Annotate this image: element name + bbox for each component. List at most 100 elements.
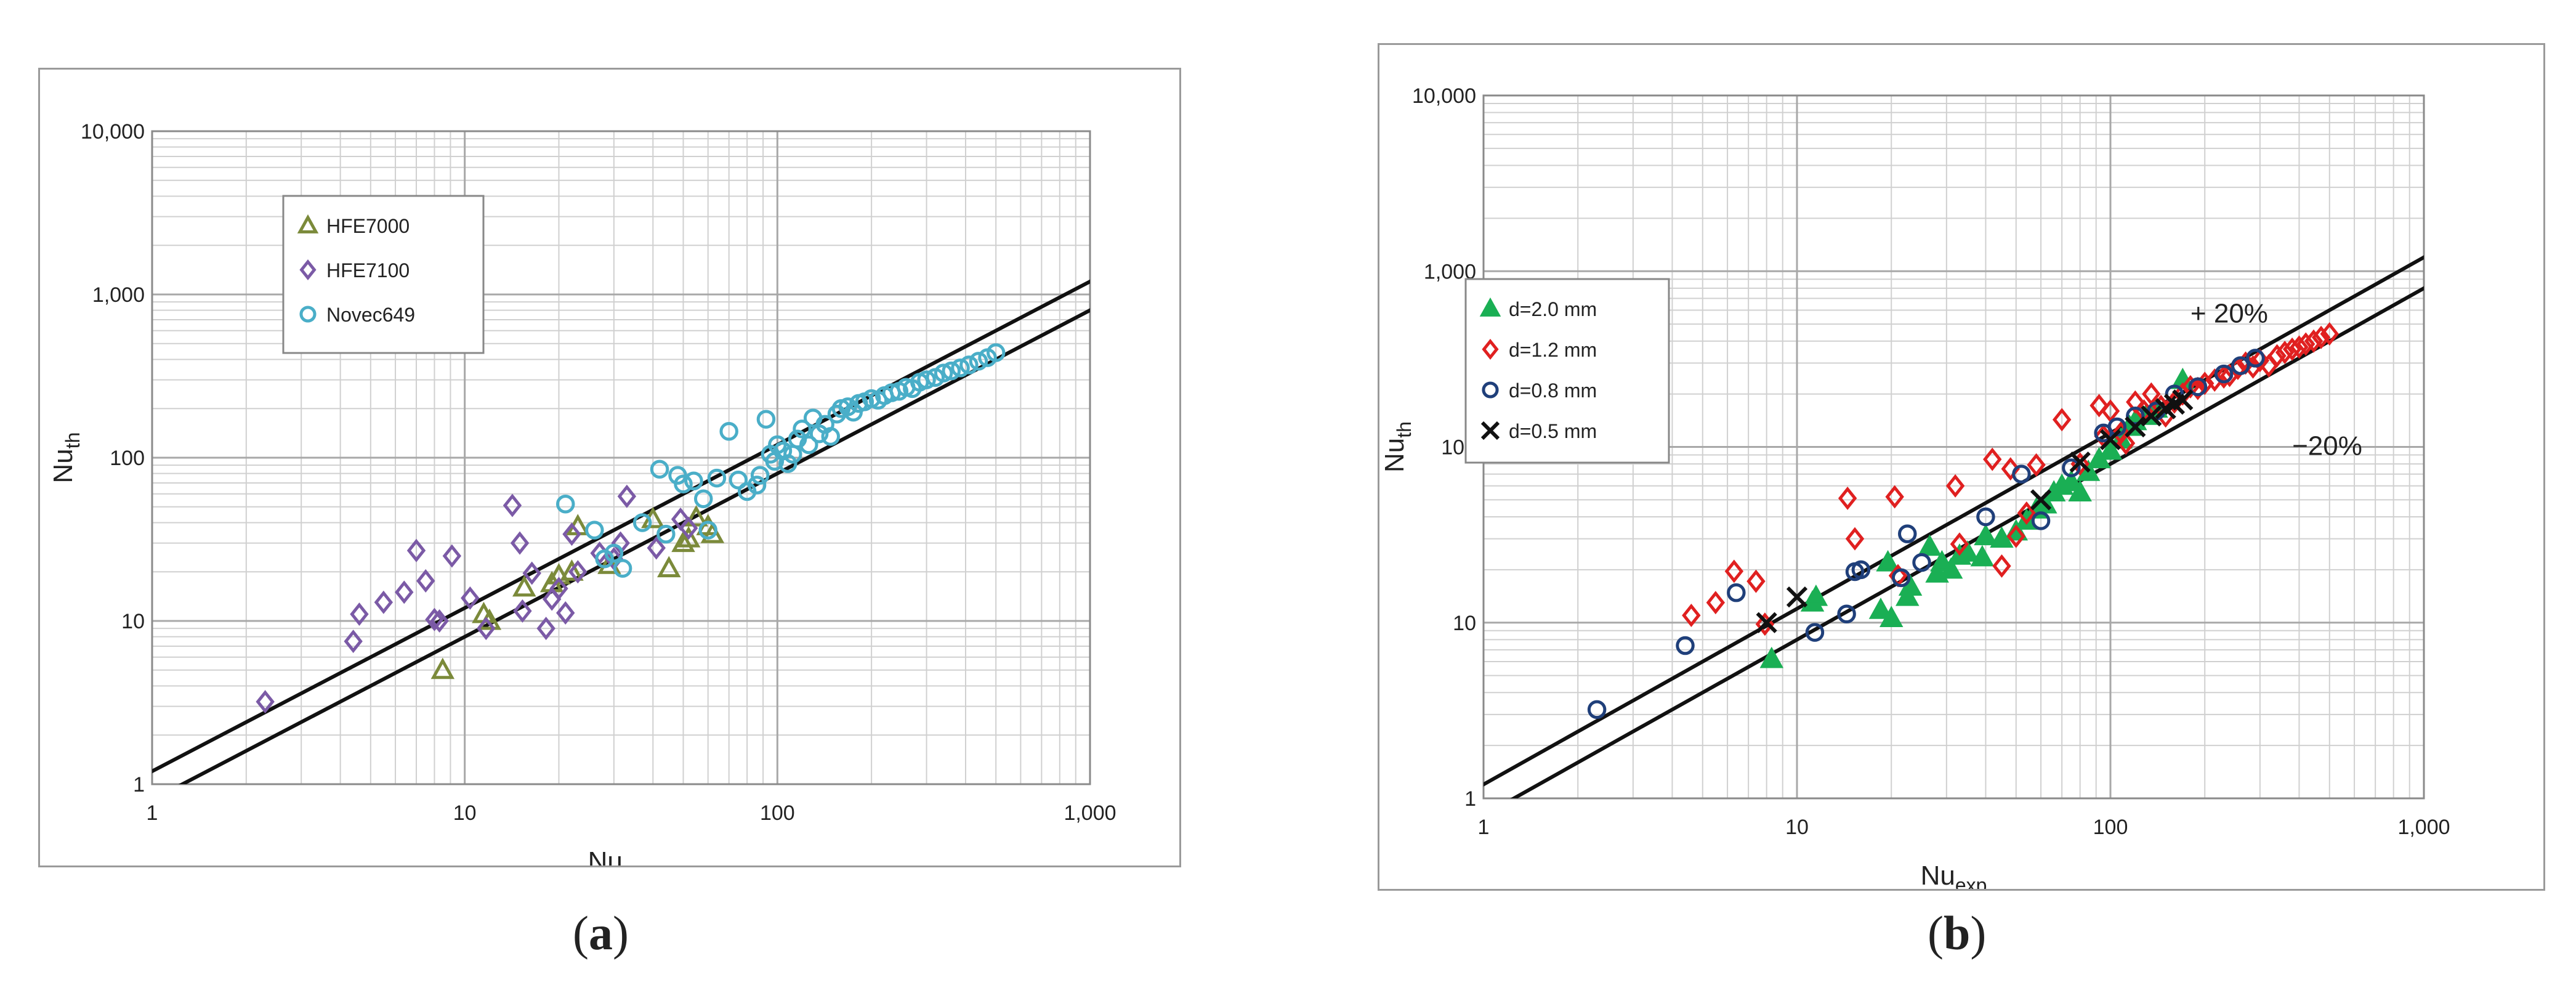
data-point xyxy=(2290,335,2309,359)
data-point xyxy=(585,521,604,540)
data-point xyxy=(2205,368,2224,392)
x-axis-label-sub: exp xyxy=(1955,874,1987,889)
plot-area xyxy=(152,279,1090,784)
data-point xyxy=(1898,524,1917,543)
data-point xyxy=(809,424,829,444)
data-point xyxy=(430,609,449,633)
reference-line xyxy=(1484,255,2424,787)
data-point xyxy=(2214,364,2234,384)
y-tick-label: 10,000 xyxy=(81,120,145,144)
data-point xyxy=(1876,549,1900,572)
data-point xyxy=(2311,325,2331,349)
reference-line xyxy=(152,279,1090,774)
data-point xyxy=(684,505,708,527)
data-point xyxy=(406,538,426,562)
data-point xyxy=(477,617,496,641)
x-tick-label: 100 xyxy=(2093,816,2128,839)
data-point xyxy=(719,421,738,441)
data-point xyxy=(461,586,480,610)
data-point xyxy=(951,358,970,378)
y-axis-label-sub: th xyxy=(1393,421,1415,438)
data-point xyxy=(778,454,797,473)
x-tick-label: 1 xyxy=(147,801,158,825)
y-tick-label: 10 xyxy=(121,610,145,633)
data-point xyxy=(1587,700,1607,719)
data-point xyxy=(1759,646,1784,668)
legend-marker xyxy=(1480,421,1500,440)
data-point xyxy=(2320,322,2339,346)
data-point xyxy=(2267,344,2287,368)
data-point xyxy=(1896,584,1920,606)
legend-label: HFE7100 xyxy=(326,259,410,282)
data-point xyxy=(657,556,681,578)
data-point xyxy=(2275,341,2295,365)
data-point xyxy=(442,544,462,568)
y-tick-label: 1 xyxy=(1464,787,1476,811)
data-point xyxy=(1838,486,1857,510)
data-point xyxy=(1805,623,1825,642)
line-annotation: + 20% xyxy=(2190,299,2268,329)
data-point xyxy=(1746,569,1766,593)
data-point xyxy=(647,536,666,560)
y-tick-label: 100 xyxy=(110,447,145,470)
data-point xyxy=(793,420,812,439)
legend-label: HFE7000 xyxy=(326,215,410,237)
data-point xyxy=(2231,356,2250,375)
data-point xyxy=(1983,447,2002,471)
data-point xyxy=(395,580,414,604)
chart-b-panel: 1 10 100 1,000 1 10 100 1,000 10,000 Nuexp Nuth + 2… xyxy=(1378,43,2545,896)
data-point xyxy=(1845,527,1865,551)
line-annotation: −20% xyxy=(2292,431,2362,461)
data-point xyxy=(1804,584,1828,606)
series-hfe7100 xyxy=(256,484,698,714)
legend-marker xyxy=(1482,381,1499,399)
data-point xyxy=(679,516,698,540)
legend: HFE7000 HFE7100 Novec649 xyxy=(282,195,485,354)
data-point xyxy=(2282,337,2302,361)
x-tick-label: 10 xyxy=(1785,816,1809,839)
data-point xyxy=(2125,416,2146,438)
data-point xyxy=(549,577,568,601)
data-point xyxy=(799,435,818,455)
data-point xyxy=(1918,534,1942,556)
data-point xyxy=(2126,407,2145,426)
legend: d=2.0 mm d=1.2 mm d=0.8 mm d=0.5 mm xyxy=(1464,278,1670,464)
y-tick-label: 10 xyxy=(1453,612,1476,635)
y-axis-label-sub: th xyxy=(62,432,84,449)
y-tick-label: 1,000 xyxy=(92,283,145,307)
data-point xyxy=(595,549,614,569)
data-point xyxy=(597,553,621,574)
series-d-0-5-mm xyxy=(1756,389,2194,633)
data-point xyxy=(1786,586,1808,608)
data-point xyxy=(1992,554,2011,578)
y-axis-label-main: Nu xyxy=(48,448,78,483)
legend-label: d=0.5 mm xyxy=(1509,420,1597,442)
data-point xyxy=(256,690,275,714)
x-tick-label: 1,000 xyxy=(1064,801,1116,825)
data-point xyxy=(2099,429,2122,450)
legend-label: d=0.8 mm xyxy=(1509,379,1597,402)
x-axis-label-main: Nu xyxy=(588,846,623,865)
data-point xyxy=(1868,598,1893,619)
caption-a: (a) xyxy=(573,906,629,960)
data-point xyxy=(917,370,936,389)
data-point xyxy=(1939,557,1963,579)
x-tick-label: 100 xyxy=(760,801,795,825)
data-point xyxy=(2172,389,2194,411)
x-tick-label: 10 xyxy=(453,801,477,825)
x-axis-label-sub: exp xyxy=(623,860,655,865)
data-point xyxy=(934,363,953,383)
data-point xyxy=(555,495,575,514)
plot-area xyxy=(1484,255,2424,798)
data-point xyxy=(671,530,695,553)
data-point xyxy=(2214,365,2234,389)
data-point xyxy=(1851,560,1871,580)
legend-marker xyxy=(299,306,317,323)
data-point xyxy=(656,524,676,544)
data-point xyxy=(684,471,703,491)
data-point xyxy=(522,561,541,585)
x-tick-label: 1,000 xyxy=(2397,816,2450,839)
data-point xyxy=(416,569,435,593)
data-point xyxy=(676,525,701,548)
